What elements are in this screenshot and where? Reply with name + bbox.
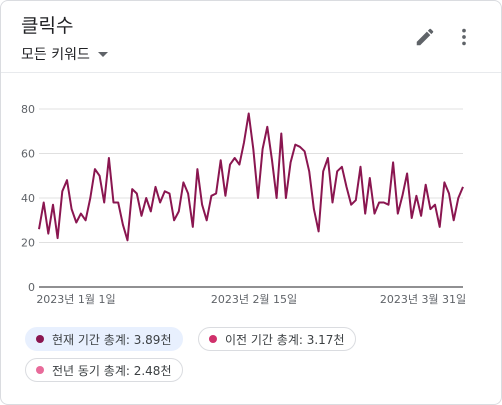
y-tick-label: 20 <box>21 237 35 250</box>
edit-button[interactable] <box>413 25 437 49</box>
current-series-dot <box>36 335 44 343</box>
more-vert-icon <box>462 28 466 46</box>
more-options-button[interactable] <box>452 25 476 49</box>
legend-previous-label: 이전 기간 총계: 3.17천 <box>225 332 345 347</box>
x-tick-label: 2023년 1월 1일 <box>36 292 115 306</box>
y-tick-label: 80 <box>21 103 35 116</box>
y-tick-label: 40 <box>21 192 35 205</box>
header-divider <box>1 72 501 73</box>
keyword-filter-label: 모든 키워드 <box>21 47 90 63</box>
card-title: 클릭수 <box>21 15 74 37</box>
keyword-filter-dropdown[interactable]: 모든 키워드 <box>21 44 108 64</box>
current-period-line <box>38 112 464 242</box>
legend-chip-previous[interactable]: 이전 기간 총계: 3.17천 <box>198 327 356 351</box>
y-tick-label: 0 <box>28 281 35 294</box>
caret-down-icon <box>97 51 108 57</box>
legend-last-year-label: 전년 동기 총계: 2.48천 <box>52 363 172 378</box>
x-tick-label: 2023년 2월 15일 <box>211 292 297 306</box>
y-tick-label: 60 <box>21 148 35 161</box>
last-year-series-dot <box>36 366 44 374</box>
legend-chip-current[interactable]: 현재 기간 총계: 3.89천 <box>25 327 183 351</box>
previous-series-dot <box>209 335 217 343</box>
x-tick-label: 2023년 3월 31일 <box>380 292 466 306</box>
pencil-icon <box>416 28 434 46</box>
legend-current-label: 현재 기간 총계: 3.89천 <box>52 332 172 347</box>
clicks-line-chart: 0 20 40 60 80 2023년 1월 1일 2023년 2월 15일 2023년 3월… <box>21 103 466 306</box>
legend-chip-last-year[interactable]: 전년 동기 총계: 2.48천 <box>25 358 183 382</box>
